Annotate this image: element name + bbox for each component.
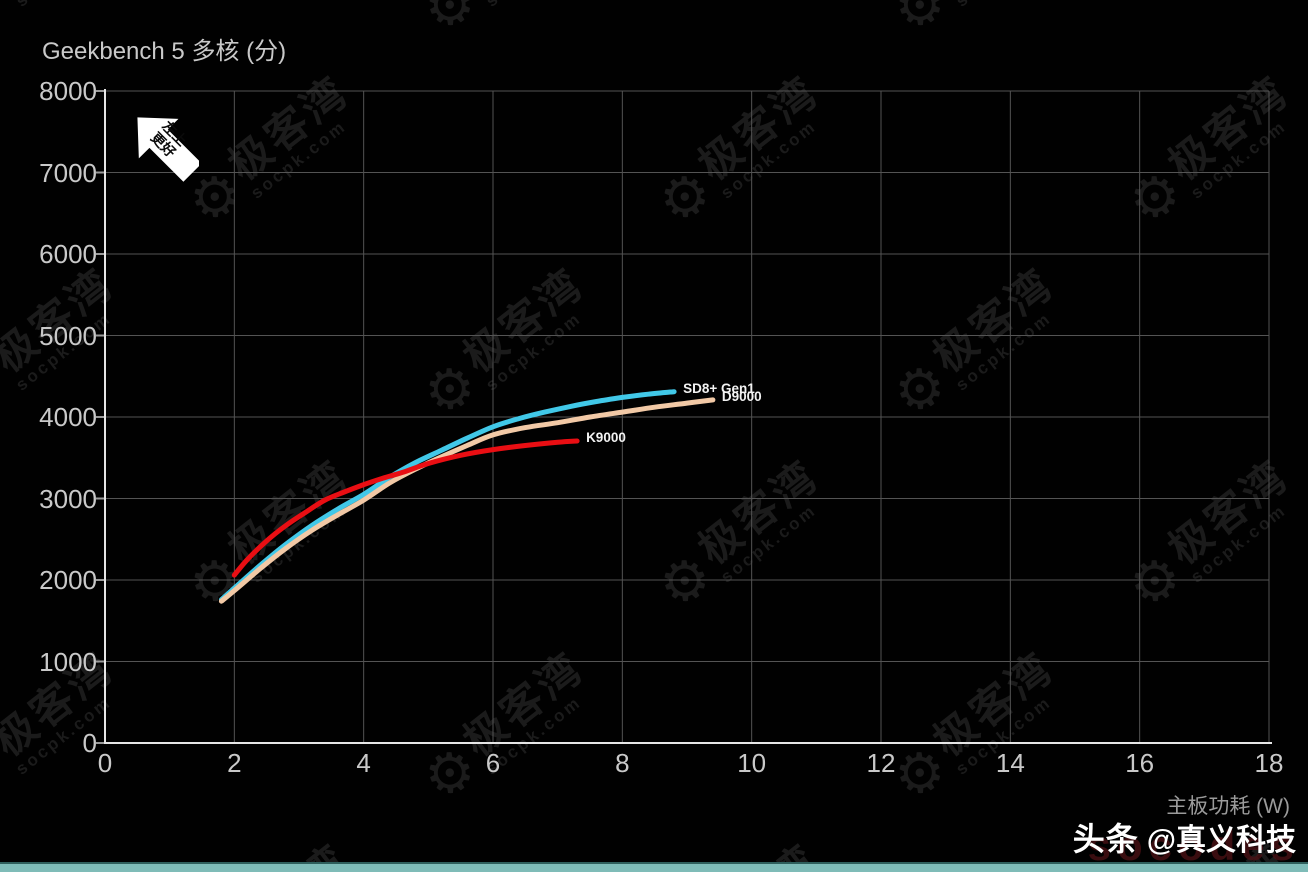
curve-k9000 [231,438,580,578]
x-tick-label: 16 [1125,748,1155,778]
x-tick-label: 4 [356,748,371,778]
upper-left-arrow-icon [137,117,202,182]
y-tick-label: 5000 [39,320,97,351]
y-tick-label: 7000 [39,157,97,188]
curve-d9000 [218,397,716,604]
y-tick-label: 4000 [39,402,97,432]
better-direction-badge: 左上 更好 [131,106,202,182]
y-tick-label: 1000 [39,646,97,677]
y-tick-label: 6000 [39,239,97,269]
byline-handle: @真义科技 [1146,824,1296,857]
x-tick-label: 2 [227,748,242,778]
x-tick-label: 12 [866,748,896,778]
curve-sd8-gen1 [218,389,677,603]
x-tick-label: 0 [97,748,113,778]
x-tick-label: 8 [615,748,630,778]
series-label: SD8+ Gen1 [683,380,755,396]
red-watermark-text: socodes [1087,822,1300,869]
byline-brand: 头条 [1072,821,1139,857]
series-label: K9000 [586,430,626,446]
x-tick-label: 10 [737,748,767,778]
chart-title: Geekbench 5 多核 (分) [42,38,287,65]
x-axis-title: 主板功耗 (W) [1166,795,1290,818]
bottom-accent-bar [0,862,1308,872]
x-tick-label: 14 [995,748,1025,778]
y-tick-label: 3000 [39,483,97,514]
y-tick-label: 0 [82,728,97,758]
series-label: D9000 [721,388,762,404]
byline: 头条 @真义科技 [1073,814,1296,860]
y-tick-label: 8000 [39,76,97,106]
x-tick-label: 6 [485,748,501,778]
y-tick-label: 2000 [39,565,97,595]
x-tick-label: 18 [1254,748,1284,778]
